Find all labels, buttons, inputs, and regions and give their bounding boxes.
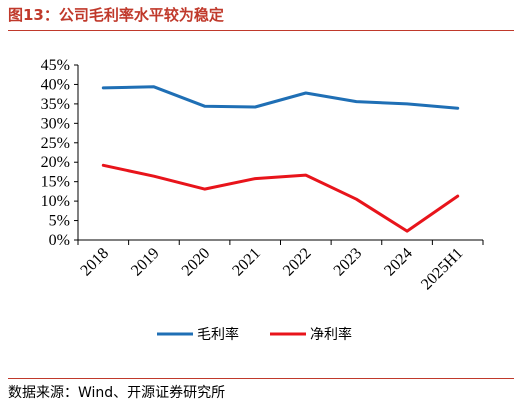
x-tick-label: 2022 — [280, 245, 315, 280]
chart-series — [101, 85, 460, 233]
source-note: 数据来源：Wind、开源证券研究所 — [8, 385, 226, 401]
axes: 0% 5% 10% 15% 20% 25% 30% 35% 40% 45% 2018 2019 2020… — [41, 57, 484, 293]
title-divider — [8, 30, 514, 31]
x-tick-label: 2018 — [77, 245, 112, 280]
legend-label: 净利率 — [310, 326, 352, 343]
legend-label: 毛利率 — [197, 326, 239, 343]
y-tick-label: 10% — [41, 193, 70, 210]
y-tick-label: 20% — [41, 154, 70, 171]
y-tick-label: 40% — [41, 76, 70, 93]
y-tick-label: 0% — [49, 232, 70, 249]
x-tick-label: 2024 — [381, 245, 416, 280]
source-divider — [8, 378, 514, 379]
y-tick-label: 45% — [41, 57, 70, 74]
x-tick-label: 2019 — [128, 245, 163, 280]
series-line-净利率 — [101, 163, 460, 233]
y-tick-label: 30% — [41, 115, 70, 132]
y-tick-label: 15% — [41, 174, 70, 191]
x-tick-label: 2025H1 — [418, 245, 466, 293]
x-tick-label: 2021 — [229, 245, 264, 280]
y-tick-label: 25% — [41, 135, 70, 152]
line-chart: 0% 5% 10% 15% 20% 25% 30% 35% 40% 45% 2018 2019 2020… — [41, 57, 484, 343]
x-tick-label: 2020 — [179, 245, 214, 280]
y-tick-label: 35% — [41, 96, 70, 113]
y-tick-label: 5% — [49, 213, 70, 230]
x-tick-label: 2023 — [331, 245, 366, 280]
legend: 毛利率 净利率 — [157, 326, 352, 343]
figure-title: 图13：公司毛利率水平较为稳定 — [8, 6, 224, 24]
series-line-毛利率 — [101, 85, 460, 110]
